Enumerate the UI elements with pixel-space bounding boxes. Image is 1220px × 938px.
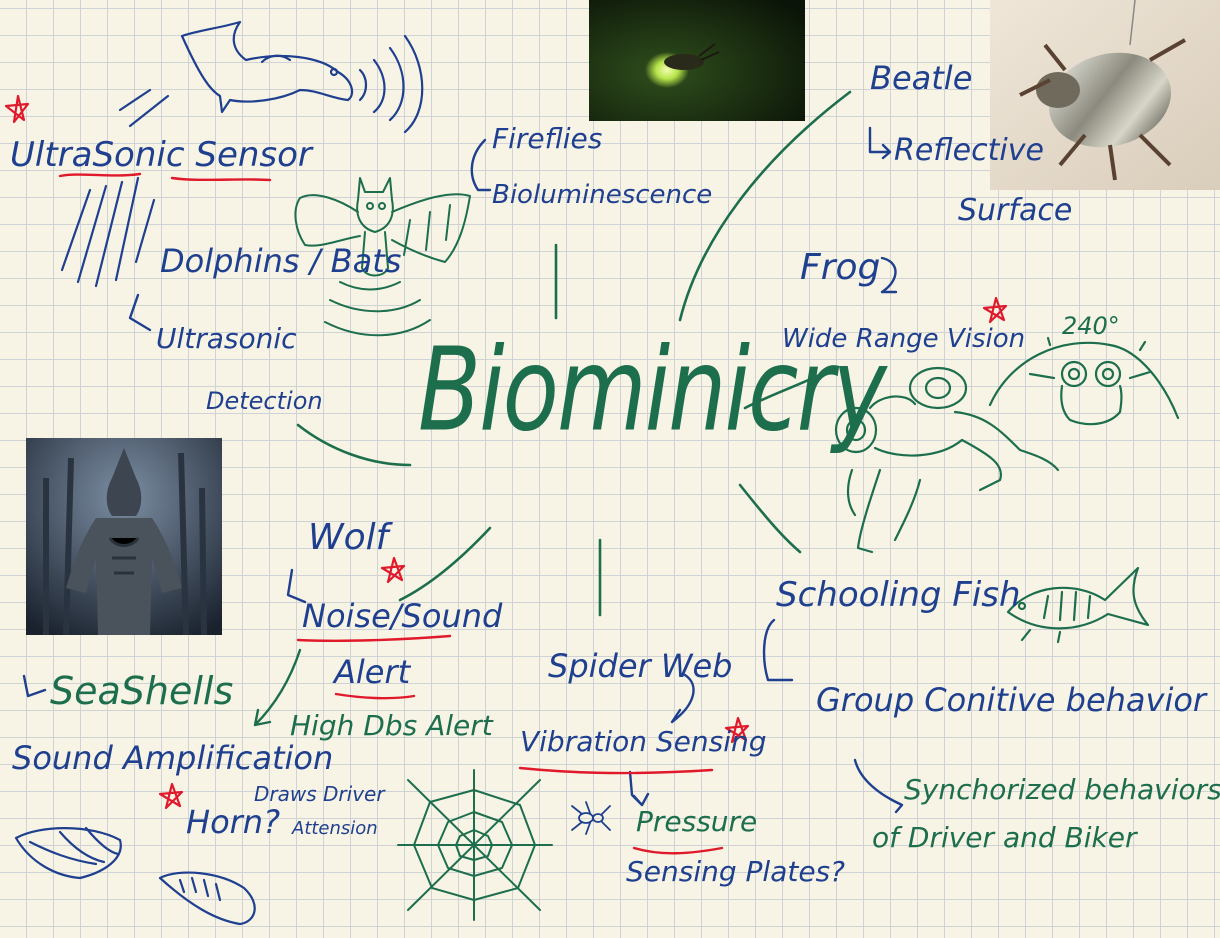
fireflies-subtitle: Bioluminescence (492, 180, 713, 210)
priority-star-icon (4, 94, 1008, 810)
firefly-photo (589, 0, 805, 121)
ultrasonic-title: UltraSonic Sensor (10, 135, 312, 175)
wolf-sub-1: High Dbs Alert (290, 709, 493, 742)
wolf-sub-3: Attension (292, 818, 378, 839)
fireflies-title: Fireflies (492, 122, 603, 155)
spider-sketch-icon (571, 801, 611, 835)
frog-subtitle: Wide Range Vision (782, 324, 1026, 354)
beetle-photo (990, 0, 1220, 190)
spider-detail-3: Sensing Plates? (626, 855, 846, 888)
seashells-title: SeaShells (50, 669, 234, 713)
fish-detail-2: Synchorized behaviors (904, 773, 1220, 806)
seashells-detail-2: Horn? (186, 803, 281, 841)
frog-sketch-icon (834, 366, 1060, 554)
dolphin-sketch-icon (180, 20, 354, 114)
beetle-detail-1: Reflective (894, 133, 1044, 168)
sound-waves-icon (60, 34, 424, 288)
frog-title: Frog (800, 247, 881, 288)
ultrasonic-detail-2: Detection (206, 387, 323, 415)
central-topic: Biominicry (418, 323, 887, 457)
wolf-detail-1: Noise/Sound (302, 597, 503, 635)
werewolf-photo (26, 438, 222, 635)
spider-web-sketch-icon (397, 769, 553, 921)
fish-detail-3: of Driver and Biker (872, 821, 1137, 854)
beetle-title: Beatle (870, 59, 973, 97)
beetle-detail-2: Surface (958, 193, 1073, 228)
green-arrow (253, 648, 302, 727)
fish-sketch-icon (1006, 566, 1150, 644)
red-underlines (58, 172, 724, 855)
bat-sketch-icon (294, 177, 471, 337)
spider-title: Spider Web (548, 647, 733, 685)
spider-detail-1: Vibration Sensing (520, 725, 767, 758)
arrows (22, 126, 904, 814)
fish-title: Schooling Fish (776, 575, 1021, 615)
seashell-sketch-icon (14, 826, 256, 926)
connector-lines (296, 90, 852, 617)
wolf-sub-2: Draws Driver (254, 782, 385, 806)
frog-vision-sketch-icon (988, 336, 1180, 426)
wolf-detail-2: Alert (334, 653, 411, 691)
fish-detail-1: Group Conitive behavior (816, 681, 1207, 719)
ultrasonic-detail-1: Ultrasonic (156, 322, 297, 355)
ultrasonic-animals: Dolphins / Bats (160, 242, 402, 280)
seashells-detail-1: Sound Amplification (12, 739, 334, 777)
wolf-title: Wolf (308, 517, 389, 558)
frog-angle-label: 240° (1062, 312, 1120, 340)
spider-detail-2: Pressure (636, 805, 758, 838)
